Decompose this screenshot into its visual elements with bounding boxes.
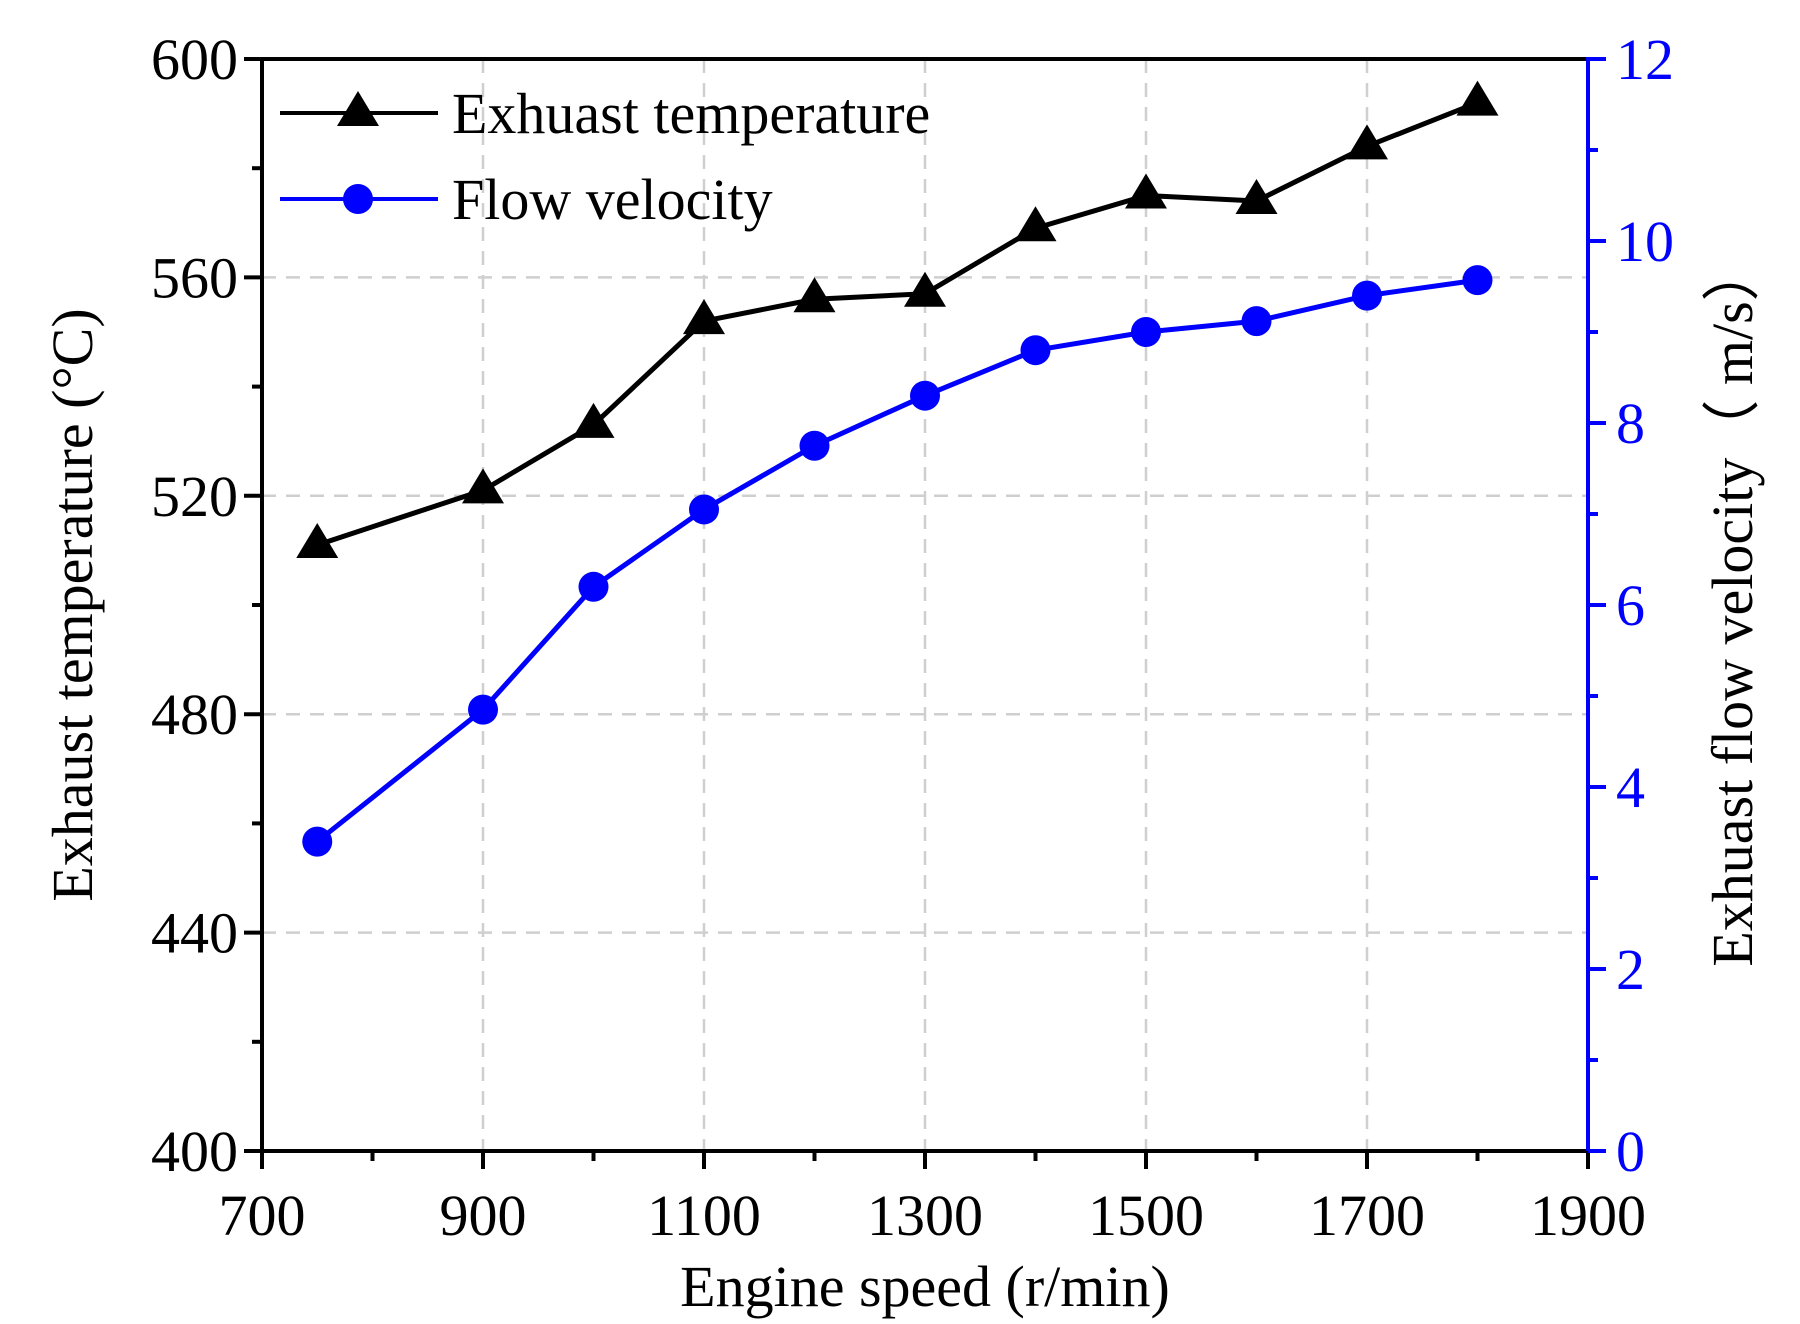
x-tick-label: 1100 bbox=[647, 1183, 761, 1248]
right-y-tick-label: 10 bbox=[1616, 209, 1674, 274]
data-point-temperature bbox=[1456, 80, 1499, 116]
x-tick-label: 1700 bbox=[1309, 1183, 1425, 1248]
left-y-axis-title: Exhaust temperature (°C) bbox=[40, 308, 105, 901]
right-y-tick-label: 2 bbox=[1616, 937, 1645, 1002]
axes: 700 900 1100 1300 1500 1700 190040044048052056… bbox=[151, 27, 1674, 1248]
data-point-temperature bbox=[1014, 206, 1057, 242]
data-point-temperature bbox=[1346, 124, 1388, 160]
data-point-velocity bbox=[302, 826, 333, 857]
data-point-velocity bbox=[1131, 317, 1161, 347]
right-y-tick-label: 4 bbox=[1616, 755, 1645, 820]
data-point-velocity bbox=[1462, 265, 1493, 296]
data-point-velocity bbox=[1352, 280, 1382, 311]
data-point-temperature bbox=[296, 522, 339, 558]
left-y-tick-label: 560 bbox=[151, 245, 238, 310]
x-tick-label: 1900 bbox=[1530, 1183, 1646, 1248]
data-point-temperature bbox=[1125, 173, 1167, 209]
legend: Exhuast temperature Flow velocity bbox=[280, 81, 930, 232]
x-axis-title: Engine speed (r/min) bbox=[680, 1254, 1170, 1319]
x-tick-label: 1300 bbox=[867, 1183, 983, 1248]
data-point-velocity bbox=[910, 380, 940, 411]
right-y-axis-title: Exhuast flow velocity（ m/s） bbox=[1700, 243, 1765, 966]
data-point-velocity bbox=[1241, 306, 1272, 337]
right-y-tick-label: 6 bbox=[1616, 573, 1645, 638]
data-point-temperature bbox=[793, 277, 836, 313]
data-point-velocity bbox=[1020, 335, 1051, 366]
legend-marker-circle bbox=[343, 184, 373, 214]
data-point-temperature bbox=[572, 402, 615, 438]
data-point-velocity bbox=[578, 571, 609, 602]
left-y-tick-label: 400 bbox=[151, 1119, 238, 1184]
data-point-temperature bbox=[462, 468, 504, 504]
legend-label-velocity: Flow velocity bbox=[452, 167, 773, 232]
left-y-tick-label: 520 bbox=[151, 464, 238, 529]
left-y-tick-label: 440 bbox=[151, 901, 238, 966]
legend-label-temperature: Exhuast temperature bbox=[452, 81, 930, 146]
left-y-tick-label: 600 bbox=[151, 27, 238, 92]
series-layer bbox=[296, 80, 1499, 857]
data-point-temperature bbox=[683, 299, 725, 335]
x-tick-label: 700 bbox=[219, 1183, 306, 1248]
data-point-velocity bbox=[689, 494, 719, 525]
data-point-velocity bbox=[799, 430, 830, 461]
x-tick-label: 1500 bbox=[1088, 1183, 1204, 1248]
data-point-temperature bbox=[904, 271, 946, 307]
data-point-velocity bbox=[468, 694, 498, 725]
x-tick-label: 900 bbox=[440, 1183, 527, 1248]
right-y-tick-label: 8 bbox=[1616, 391, 1645, 456]
legend-marker-triangle bbox=[337, 91, 379, 126]
series-line-velocity bbox=[315, 277, 1478, 844]
left-y-tick-label: 480 bbox=[151, 682, 238, 747]
right-y-tick-label: 0 bbox=[1616, 1119, 1645, 1184]
right-y-tick-label: 12 bbox=[1616, 27, 1674, 92]
data-point-temperature bbox=[1235, 178, 1278, 214]
